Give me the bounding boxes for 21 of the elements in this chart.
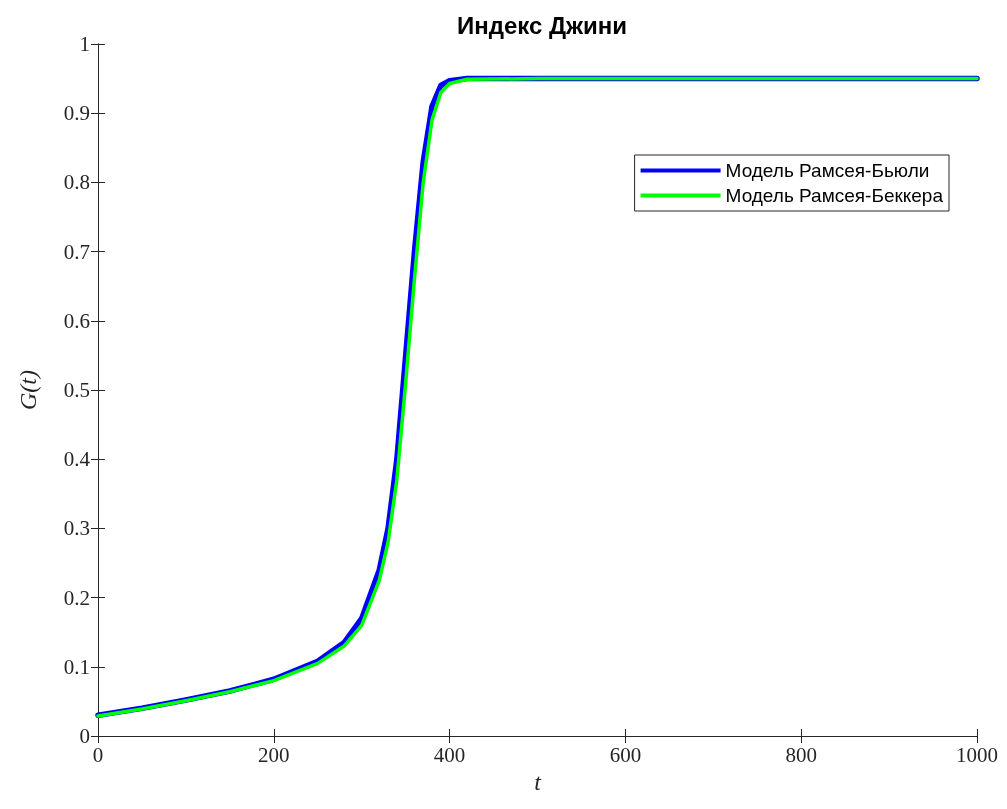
x-tick-label: 200 [258,742,290,767]
x-tick-label: 800 [785,742,817,767]
x-tick-label: 1000 [956,742,998,767]
y-tick-label: 0.1 [63,654,90,679]
x-axis-title: t [534,768,543,795]
y-tick-label: 0.6 [63,308,90,333]
y-tick-label: 0.9 [63,101,90,126]
y-tick-label: 0.4 [63,447,91,472]
y-tick-label: 1 [79,32,90,56]
y-tick-label: 0.5 [63,378,90,402]
legend-label: Модель Рамсея-Бьюли [725,160,930,181]
legend-label: Модель Рамсея-Беккера [725,185,944,206]
y-tick-label: 0.2 [63,585,90,610]
y-tick-label: 0.8 [63,170,90,195]
y-axis-title: G(t) [15,370,41,410]
x-tick-label: 400 [433,742,466,767]
y-tick-label: 0.7 [63,239,90,264]
y-tick-label: 0 [79,724,90,748]
chart-title: Индекс Джини [456,11,628,39]
x-tick-label: 600 [609,742,642,767]
y-tick-label: 0.3 [63,516,90,541]
